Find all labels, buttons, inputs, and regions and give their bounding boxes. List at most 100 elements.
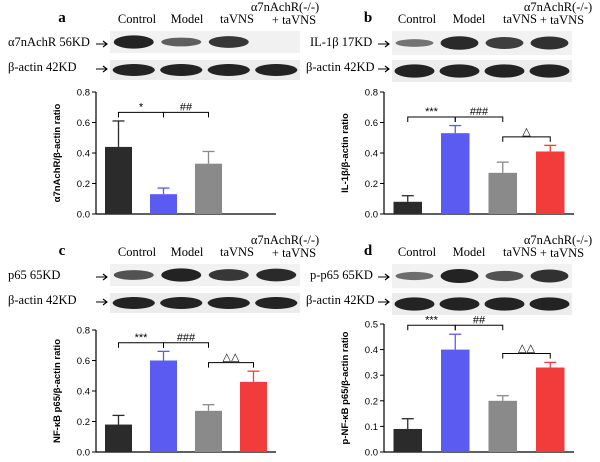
lane-label-0: Control bbox=[118, 12, 157, 26]
significance-label: △△ bbox=[518, 342, 535, 354]
bar-chart: 0.0 0.2 0.4 0.6 0.8 NF-κB p65/β-actin ratio **… bbox=[52, 326, 276, 459]
western-blot-actin bbox=[392, 60, 572, 82]
significance-label: *** bbox=[135, 332, 149, 344]
y-tick-label: 0.0 bbox=[365, 448, 378, 459]
y-tick-label: 0.0 bbox=[77, 448, 90, 459]
western-blot-actin bbox=[392, 293, 572, 315]
lane-label-0: Control bbox=[118, 245, 157, 259]
y-axis-label: IL-1β/β-actin ratio bbox=[340, 113, 351, 193]
blot-label: IL-1β 17KD bbox=[310, 35, 372, 49]
panel-letter: a bbox=[58, 10, 66, 26]
bar-0 bbox=[393, 201, 422, 214]
y-tick-label: 0.4 bbox=[365, 149, 378, 160]
significance-label: * bbox=[139, 101, 144, 113]
lane-label-2: taVNS bbox=[220, 12, 254, 26]
lane-label-2: taVNS bbox=[503, 245, 537, 259]
actin-band bbox=[112, 64, 155, 76]
blot-arrow bbox=[96, 40, 108, 48]
y-tick-label: 0.2 bbox=[77, 179, 90, 190]
y-tick-label: 0.8 bbox=[77, 326, 90, 337]
y-tick-label: 0.6 bbox=[77, 356, 90, 367]
significance-bracket bbox=[163, 342, 209, 348]
significance-label: ## bbox=[473, 314, 486, 326]
blot-label: p65 65KD bbox=[8, 268, 60, 282]
actin-band bbox=[160, 297, 203, 309]
y-axis-label: NF-κB p65/β-actin ratio bbox=[52, 339, 63, 443]
y-tick-label: 0.8 bbox=[365, 88, 378, 99]
panel-letter: c bbox=[59, 243, 66, 259]
significance-label: *** bbox=[425, 106, 439, 118]
actin-band bbox=[255, 64, 298, 76]
significance-bracket bbox=[163, 111, 209, 118]
y-tick-label: 0.4 bbox=[77, 387, 90, 398]
significance-label: *** bbox=[425, 314, 439, 326]
target-band bbox=[440, 36, 479, 50]
blot-arrow bbox=[378, 273, 390, 281]
y-tick-label: 0.0 bbox=[365, 210, 378, 221]
bar-3 bbox=[536, 367, 565, 452]
blot-label: p-p65 65KD bbox=[310, 268, 373, 282]
actin-label: β-actin 42KD bbox=[8, 293, 77, 307]
actin-band bbox=[484, 297, 525, 311]
panel-letter: b bbox=[364, 10, 372, 26]
y-tick-label: 0.3 bbox=[365, 371, 378, 382]
actin-band bbox=[207, 297, 250, 309]
actin-label: β-actin 42KD bbox=[306, 293, 375, 307]
lane-label-ko-1: α7nAchR(-/-) bbox=[524, 0, 592, 14]
target-band bbox=[113, 35, 154, 49]
bar-chart: 0.0 0.2 0.4 0.6 0.8 IL-1β/β-actin ratio *** ###… bbox=[340, 88, 574, 221]
western-blot-actin bbox=[110, 60, 300, 80]
bar-2 bbox=[488, 400, 517, 452]
y-tick-label: 0.2 bbox=[365, 179, 378, 190]
significance-label: △△ bbox=[223, 352, 240, 364]
bar-3 bbox=[240, 381, 267, 452]
target-band bbox=[530, 269, 569, 283]
target-band bbox=[113, 270, 154, 280]
bar-0 bbox=[105, 146, 132, 214]
target-band bbox=[485, 37, 524, 49]
bar-2 bbox=[488, 172, 517, 214]
significance-label: ### bbox=[470, 106, 489, 118]
blot-arrow bbox=[378, 40, 390, 48]
target-band bbox=[395, 39, 434, 47]
target-band bbox=[208, 269, 249, 281]
target-band bbox=[395, 271, 434, 281]
lane-label-1: Model bbox=[171, 12, 204, 26]
significance-label: ### bbox=[177, 332, 196, 344]
bar-chart: 0.0 0.1 0.2 0.3 0.4 0.5 p-NF-κB p65/β-actin ra… bbox=[340, 314, 574, 459]
y-axis-label: p-NF-κB p65/β-actin ratio bbox=[340, 331, 351, 444]
actin-label: β-actin 42KD bbox=[306, 60, 375, 74]
bar-1 bbox=[150, 194, 177, 214]
y-tick-label: 0.2 bbox=[365, 396, 378, 407]
target-band bbox=[440, 268, 479, 284]
blot-arrow bbox=[96, 273, 108, 281]
actin-arrow bbox=[378, 65, 390, 73]
actin-band bbox=[255, 297, 298, 309]
bar-chart: 0.0 0.2 0.4 0.6 0.8 α7nAchR/β-actin ratio * ## bbox=[52, 88, 276, 221]
y-tick-label: 0.4 bbox=[77, 149, 90, 160]
lane-label-1: Model bbox=[453, 245, 486, 259]
actin-arrow bbox=[378, 298, 390, 306]
significance-label: △ bbox=[522, 126, 531, 138]
significance-bracket bbox=[502, 136, 551, 142]
y-tick-label: 0.5 bbox=[365, 320, 378, 331]
lane-label-2: taVNS bbox=[503, 12, 537, 26]
bar-2 bbox=[195, 163, 222, 214]
target-band bbox=[256, 268, 297, 282]
target-band bbox=[530, 36, 569, 50]
lane-label-0: Control bbox=[398, 245, 437, 259]
actin-band bbox=[439, 297, 480, 311]
y-tick-label: 0.8 bbox=[77, 88, 90, 99]
significance-bracket bbox=[502, 352, 551, 359]
actin-arrow bbox=[96, 298, 108, 306]
actin-band bbox=[529, 64, 570, 78]
y-axis-label: α7nAchR/β-actin ratio bbox=[52, 103, 63, 202]
lane-label-0: Control bbox=[398, 12, 437, 26]
actin-arrow bbox=[96, 65, 108, 73]
actin-band bbox=[112, 297, 155, 309]
western-blot-target bbox=[110, 31, 300, 53]
y-tick-label: 0.6 bbox=[365, 118, 378, 129]
